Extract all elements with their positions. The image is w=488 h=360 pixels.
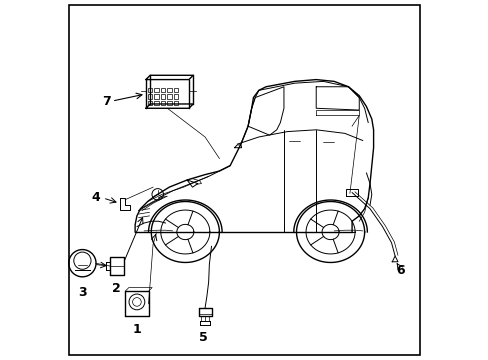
Bar xyxy=(167,88,171,92)
Bar xyxy=(167,94,171,99)
Text: 1: 1 xyxy=(132,323,141,337)
Bar xyxy=(161,88,165,92)
Bar xyxy=(167,101,171,105)
Bar xyxy=(154,88,159,92)
Text: 6: 6 xyxy=(395,264,404,277)
Bar xyxy=(154,101,159,105)
Bar xyxy=(161,94,165,99)
Bar xyxy=(174,101,178,105)
Bar xyxy=(148,88,152,92)
Bar xyxy=(174,88,178,92)
Text: 3: 3 xyxy=(78,286,86,299)
Text: 2: 2 xyxy=(112,282,121,295)
Bar xyxy=(154,94,159,99)
Text: 4: 4 xyxy=(91,192,100,204)
Bar xyxy=(174,94,178,99)
Bar xyxy=(148,94,152,99)
Bar xyxy=(161,101,165,105)
Bar xyxy=(148,101,152,105)
Text: 5: 5 xyxy=(199,330,207,343)
Text: 7: 7 xyxy=(102,95,111,108)
